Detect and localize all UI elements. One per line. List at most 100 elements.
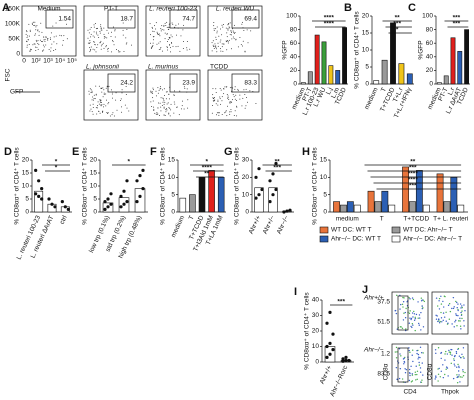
flow-event [99,99,101,101]
flow-event [168,36,170,38]
flow-event [50,32,52,34]
flow-event [151,26,153,28]
flow-event [162,97,164,99]
flow-event [48,48,50,50]
flow-event [219,28,221,30]
flow-title: L. johnsonii [86,64,119,71]
flow-event [405,368,408,371]
flow-event [422,374,424,376]
flow-event [410,365,412,368]
flow-event [184,87,186,89]
y-tick-label: 10 [312,343,320,350]
flow-event [111,114,113,116]
bar [388,204,396,213]
flow-event [242,40,244,42]
flow-event [460,311,462,314]
flow-event [95,93,97,95]
flow-event [159,86,161,88]
x-tick-label: L.m [330,87,341,100]
flow-event [415,365,417,367]
flow-gate [397,295,409,331]
flow-event [28,43,30,45]
flow-event [155,95,157,97]
significance: **** [324,21,335,28]
flow-event [228,26,230,28]
flow-event [98,110,100,112]
flow-event [416,378,418,381]
flow-event [92,103,94,105]
data-point [37,179,41,183]
bar [314,34,320,85]
flow-event [53,41,55,43]
flow-event [213,30,215,32]
flow-event [217,100,219,102]
flow-event [234,86,236,88]
data-point [141,168,145,172]
flow-event [460,328,462,330]
flow-event [166,91,168,93]
flow-event [160,97,162,99]
gate-value: 18.7 [120,16,133,23]
flow-event [228,99,230,101]
flow-event [447,304,450,307]
flow-event [44,40,46,42]
flow-event [161,50,163,52]
x-tick-label: Ahr+/+ [319,364,334,385]
y-tick-label: 10 [90,183,98,190]
flow-event [165,109,167,111]
flow-event [92,96,94,98]
flow-event [109,115,111,117]
flow-event [227,105,229,107]
data-point [285,209,289,213]
flow-event [229,102,231,104]
flow-event [241,45,243,47]
significance: *** [453,15,461,22]
flow-event [250,30,252,32]
flow-event [149,34,151,36]
flow-frame [145,69,201,121]
flow-event [28,23,30,25]
significance: *** [393,21,401,28]
data-point [344,358,348,363]
bar [301,82,306,85]
flow-event [163,114,165,116]
flow-event [158,89,160,91]
flow-event [95,94,97,96]
flow-event [152,30,154,32]
y-tick-label: 5 [171,191,175,198]
flow-event [124,104,126,106]
flow-event [91,111,93,113]
flow-event [459,317,461,320]
flow-event [186,88,188,90]
flow-event [121,111,123,113]
flow-event [103,33,105,35]
flow-event [227,29,229,31]
data-point [63,205,67,209]
flow-event [120,98,122,100]
legend-label: Ahr−/− DC: WT T [331,236,381,243]
flow-event [233,31,235,33]
flow-event [38,34,40,36]
flow-event [402,301,405,303]
flow-event [100,48,102,50]
flow-event [89,51,91,53]
flow-event [411,349,414,351]
flow-event [158,33,160,35]
flow-event [168,93,170,95]
flow-event [217,104,219,106]
flow-event [173,90,175,92]
flow-event [459,325,462,327]
flow-event [95,107,97,109]
flow-event [100,24,102,26]
flow-event [396,378,398,381]
flow-event [111,93,113,95]
flow-event [414,316,416,319]
significance: *** [409,183,417,190]
flow-event [168,113,170,115]
flow-event [155,113,157,115]
flow-event [409,310,411,312]
flow-event [159,48,161,50]
flow-event [413,310,415,313]
flow-event [241,105,243,107]
flow-event [236,99,238,101]
